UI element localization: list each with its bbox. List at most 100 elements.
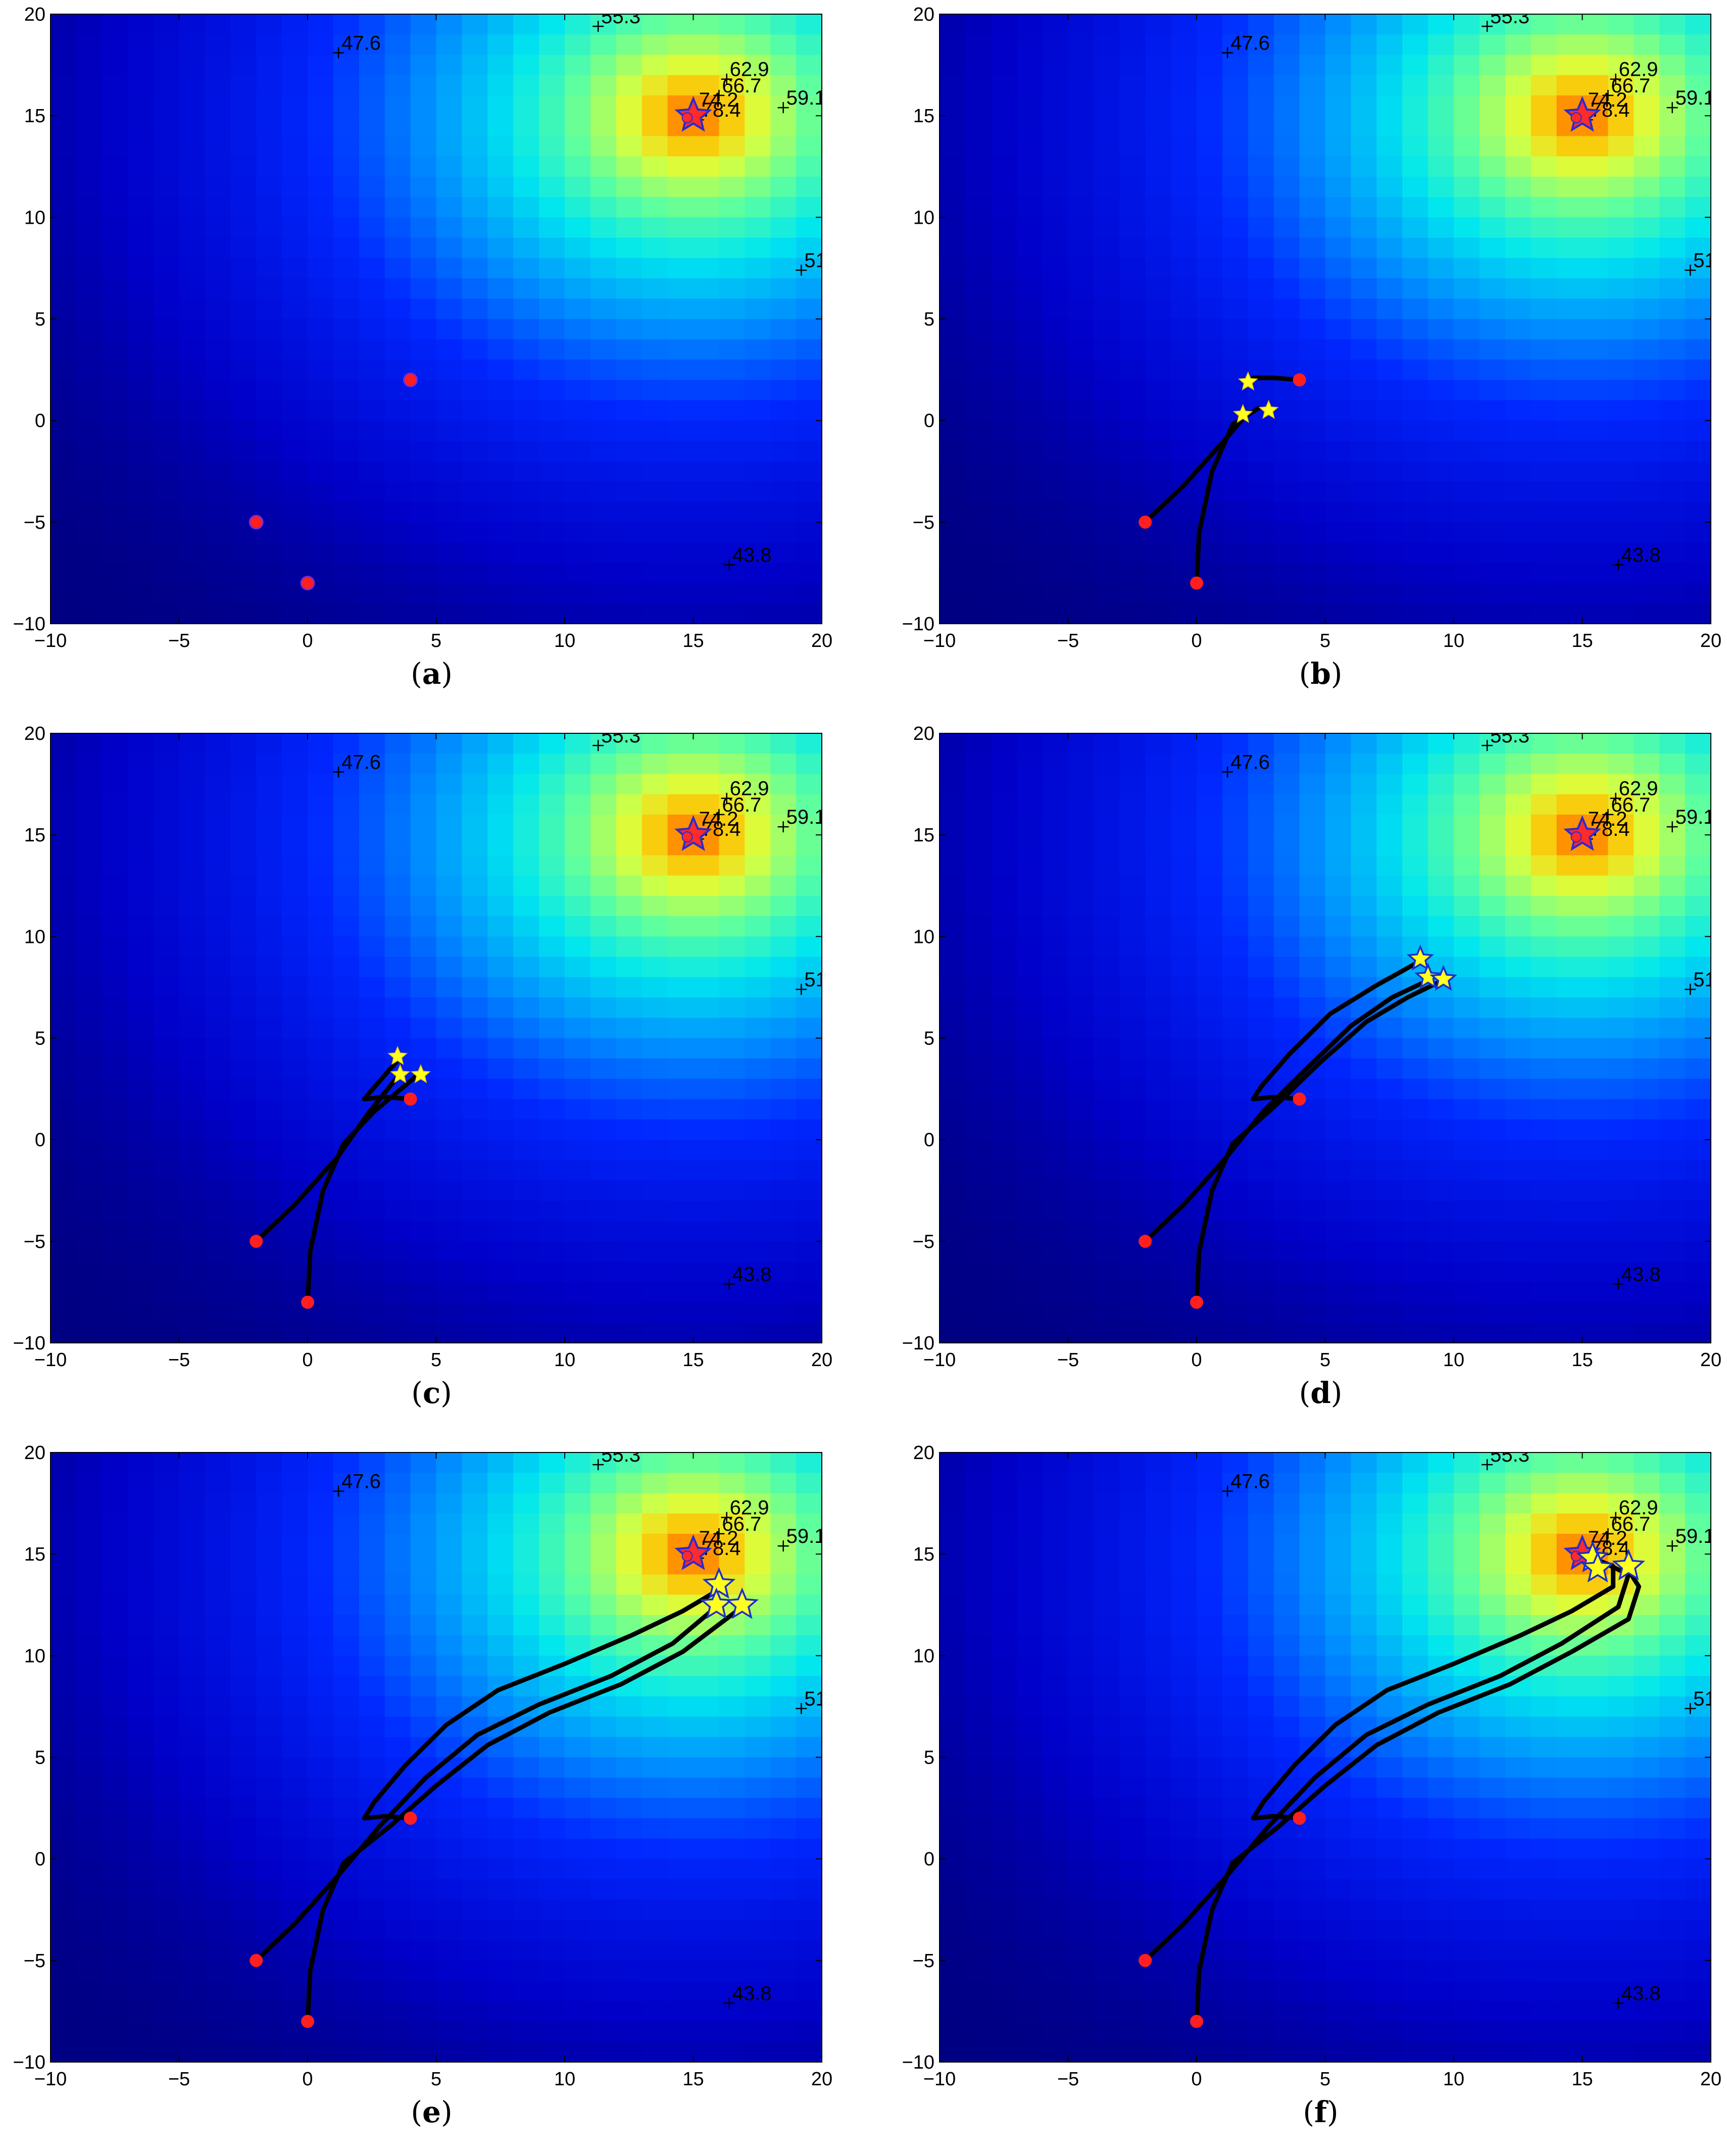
heatmap-cell	[282, 1838, 308, 1859]
heatmap-cell	[179, 1262, 206, 1282]
heatmap-cell	[230, 95, 257, 116]
heatmap-cell	[642, 1323, 668, 1343]
heatmap-cell	[694, 238, 720, 259]
heatmap-cell	[1043, 936, 1069, 957]
heatmap-cell	[76, 1119, 103, 1140]
heatmap-cell	[1659, 1018, 1686, 1038]
heatmap-cell	[1402, 441, 1428, 462]
heatmap-cell	[1197, 997, 1223, 1018]
heatmap-cell	[1145, 977, 1171, 998]
heatmap-cell	[616, 2001, 643, 2022]
heatmap-cell	[436, 502, 463, 523]
heatmap-cell	[230, 339, 257, 360]
heatmap-cell	[51, 319, 77, 340]
heatmap-cell	[256, 55, 282, 75]
heatmap-cell	[179, 2042, 206, 2063]
heatmap-cell	[513, 1200, 539, 1221]
heatmap-cell	[642, 502, 668, 523]
heatmap-cell	[205, 258, 231, 279]
heatmap-cell	[462, 1514, 488, 1534]
heatmap-cell	[991, 197, 1017, 218]
heatmap-cell	[616, 1282, 643, 1302]
heatmap-cell	[1248, 1160, 1274, 1181]
heatmap-cell	[128, 441, 154, 462]
heatmap-cell	[1685, 116, 1711, 136]
heatmap-cell	[333, 1676, 360, 1697]
heatmap-cell	[179, 1961, 206, 1981]
x-tick-label: 15	[1571, 1349, 1593, 1371]
heatmap-cell	[1145, 34, 1171, 55]
heatmap-cell	[940, 136, 966, 157]
heatmap-cell	[385, 1838, 411, 1859]
heatmap-cell	[205, 563, 231, 583]
heatmap-cell	[333, 1323, 360, 1343]
heatmap-cell	[642, 1534, 668, 1555]
heatmap-cell	[539, 502, 565, 523]
heatmap-cell	[230, 1899, 257, 1920]
heatmap-cell	[513, 754, 539, 774]
heatmap-cell	[1094, 583, 1120, 604]
heatmap-cell	[1068, 936, 1095, 957]
heatmap-cell	[436, 896, 463, 917]
heatmap-cell	[1531, 136, 1557, 157]
heatmap-cell	[616, 835, 643, 856]
heatmap-cell	[940, 1961, 966, 1981]
heatmap-cell	[487, 177, 514, 197]
heatmap-cell	[282, 360, 308, 380]
heatmap-cell	[1222, 461, 1249, 482]
heatmap-cell	[359, 1514, 385, 1534]
heatmap-cell	[1300, 1160, 1326, 1181]
heatmap-cell	[539, 604, 565, 624]
heatmap-cell	[1454, 217, 1480, 238]
heatmap-cell	[1119, 258, 1146, 279]
heatmap-cell	[965, 896, 992, 917]
heatmap-cell	[668, 1574, 694, 1595]
heatmap-cell	[1171, 1079, 1197, 1099]
heatmap-cell	[642, 522, 668, 543]
caption-open-paren: (	[1299, 657, 1311, 691]
heatmap-cell	[1557, 1200, 1583, 1221]
heatmap-cell	[1043, 563, 1069, 583]
heatmap-cell	[796, 936, 822, 957]
heatmap-cell	[256, 1615, 282, 1636]
heatmap-cell	[462, 217, 488, 238]
heatmap-cell	[1557, 1241, 1583, 1262]
heatmap-cell	[282, 136, 308, 157]
heatmap-cell	[282, 1696, 308, 1717]
heatmap-cell	[770, 733, 797, 754]
heatmap-cell	[1685, 1160, 1711, 1181]
x-tick-label: −5	[168, 2069, 190, 2090]
heatmap-cell	[487, 815, 514, 835]
heatmap-cell	[1634, 1038, 1660, 1059]
heatmap-cell	[179, 2022, 206, 2042]
heatmap-cell	[991, 1798, 1017, 1819]
heatmap-cell	[1351, 1200, 1377, 1221]
heatmap-cell	[642, 1920, 668, 1940]
heatmap-cell	[642, 2042, 668, 2063]
heatmap-cell	[308, 1059, 334, 1079]
heatmap-cell	[1634, 754, 1660, 774]
heatmap-cell	[1274, 461, 1300, 482]
heatmap-cell	[308, 522, 334, 543]
panel-caption: (e)	[0, 2095, 863, 2129]
heatmap-cell	[770, 1574, 797, 1595]
heatmap-cell	[590, 1160, 617, 1181]
heatmap-cell	[1094, 522, 1120, 543]
heatmap-cell	[565, 957, 591, 978]
heatmap-cell	[1402, 916, 1428, 937]
heatmap-cell	[51, 258, 77, 279]
heatmap-cell	[1402, 400, 1428, 421]
heatmap-cell	[1479, 1241, 1506, 1262]
heatmap-cell	[539, 1717, 565, 1737]
heatmap-cell	[1145, 95, 1171, 116]
heatmap-cell	[282, 522, 308, 543]
heatmap-cell	[1351, 380, 1377, 400]
heatmap-cell	[154, 1180, 180, 1201]
heatmap-cell	[1325, 298, 1352, 319]
heatmap-cell	[128, 1119, 154, 1140]
heatmap-cell	[1300, 997, 1326, 1018]
heatmap-cell	[1068, 1119, 1095, 1140]
heatmap-cell	[179, 461, 206, 482]
heatmap-cell	[179, 1493, 206, 1514]
